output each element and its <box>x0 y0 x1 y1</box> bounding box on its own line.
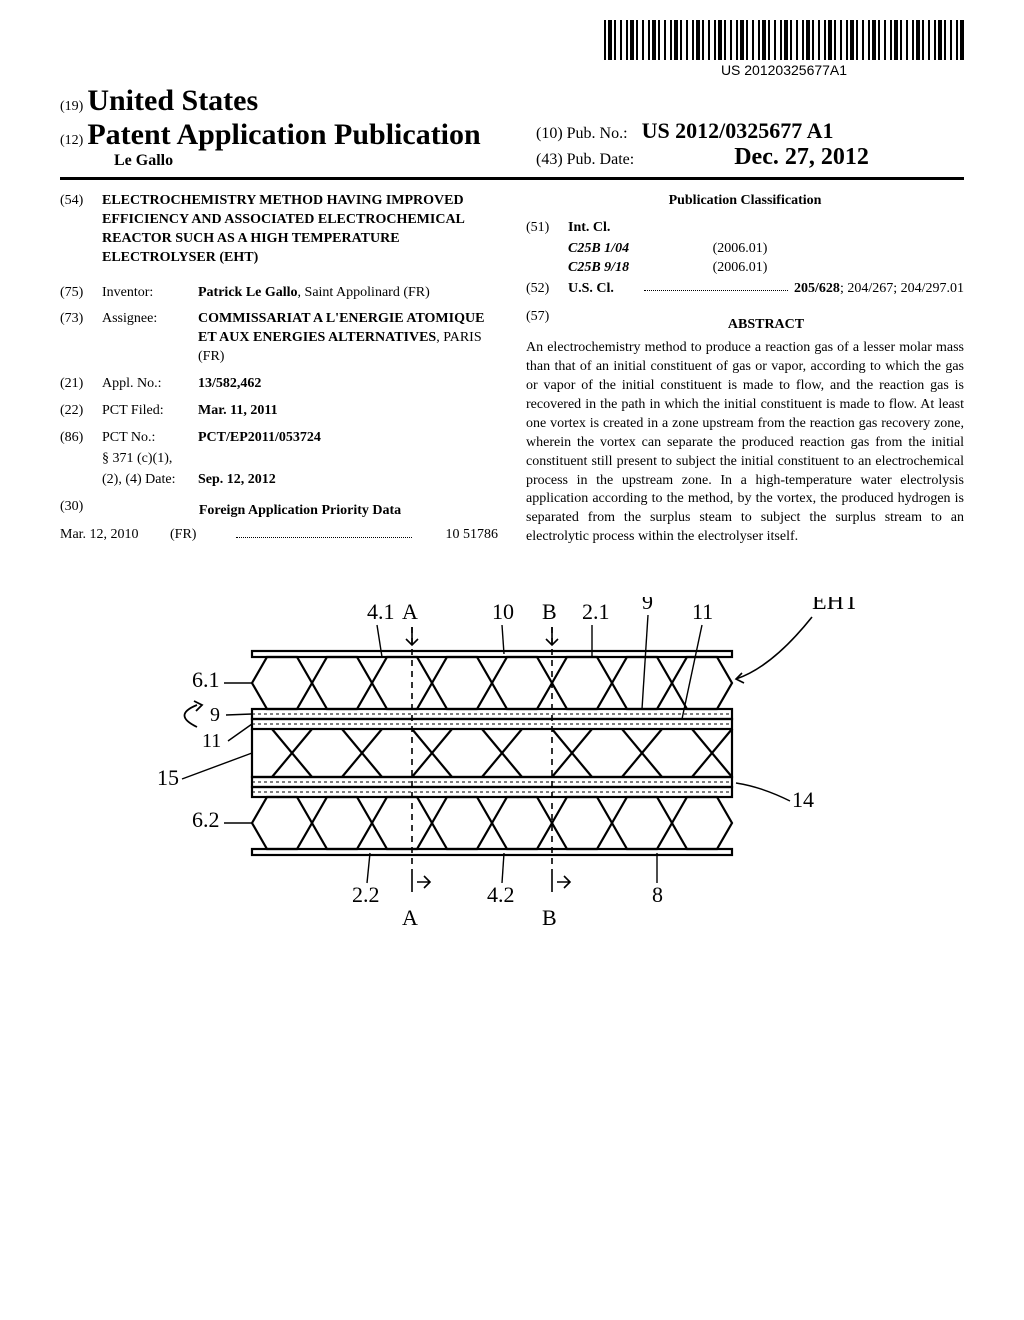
barcode-block: US 20120325677A1 <box>60 20 964 80</box>
code-52: (52) <box>526 280 568 299</box>
dot-leader-icon <box>644 280 788 291</box>
fig-label-a-top: A <box>402 599 418 624</box>
patent-figure: 4.1 A 10 B 2.1 9 11 EHT 6.1 <box>60 597 964 1032</box>
fig-label-2-1: 2.1 <box>582 599 610 624</box>
label-pctno: PCT No.: <box>102 429 198 448</box>
pctfiled-value: Mar. 11, 2011 <box>198 402 498 421</box>
label-pctfiled: PCT Filed: <box>102 402 198 421</box>
applno-value: 13/582,462 <box>198 375 498 394</box>
fig-label-9-left: 9 <box>210 704 220 726</box>
fig-label-b-bot: B <box>542 905 557 930</box>
classification-title: Publication Classification <box>526 192 964 211</box>
code-54: (54) <box>60 192 102 284</box>
code-86: (86) <box>60 429 102 448</box>
code-12: (12) <box>60 133 83 148</box>
code-57: (57) <box>526 308 568 339</box>
priority-title: Foreign Application Priority Data <box>102 502 498 521</box>
abstract-body: An electrochemistry method to produce a … <box>526 339 964 547</box>
invention-title: ELECTROCHEMISTRY METHOD HAVING IMPROVED … <box>102 192 498 268</box>
label-assignee: Assignee: <box>102 310 198 367</box>
s371-line: § 371 (c)(1), <box>60 450 498 469</box>
val-24date: Sep. 12, 2012 <box>198 471 498 490</box>
pub-no-value: US 2012/0325677 A1 <box>642 118 834 143</box>
left-column: (54) ELECTROCHEMISTRY METHOD HAVING IMPR… <box>60 192 498 547</box>
label-24date: (2), (4) Date: <box>102 471 198 490</box>
code-75: (75) <box>60 284 102 303</box>
fig-label-2-2: 2.2 <box>352 882 380 907</box>
code-10: (10) <box>536 125 563 142</box>
code-30: (30) <box>60 498 102 527</box>
header-divider <box>60 177 964 180</box>
uscl-main: 205/628 <box>794 281 840 296</box>
pctno-value: PCT/EP2011/053724 <box>198 429 498 448</box>
intcl-1-year: (2006.01) <box>713 240 768 259</box>
country-name: United States <box>87 84 258 117</box>
code-22: (22) <box>60 402 102 421</box>
fig-label-14: 14 <box>792 787 814 812</box>
fig-label-11: 11 <box>692 599 713 624</box>
pub-no-label: Pub. No.: <box>567 125 628 142</box>
dot-leader-icon <box>236 526 412 537</box>
fig-label-4-1: 4.1 <box>367 599 395 624</box>
right-column: Publication Classification (51) Int. Cl.… <box>526 192 964 547</box>
fig-label-a-bot: A <box>402 905 418 930</box>
code-51: (51) <box>526 219 568 238</box>
barcode-icon <box>604 20 964 60</box>
barcode-number: US 20120325677A1 <box>604 62 964 78</box>
priority-number: 10 51786 <box>418 526 498 545</box>
fig-label-4-2: 4.2 <box>487 882 515 907</box>
label-inventor: Inventor: <box>102 284 198 303</box>
intcl-2: C25B 9/18 <box>568 260 629 275</box>
pub-date-label: Pub. Date: <box>567 151 635 168</box>
label-intcl: Int. Cl. <box>568 219 638 238</box>
header-author: Le Gallo <box>60 152 512 170</box>
pub-date-value: Dec. 27, 2012 <box>734 144 869 170</box>
fig-label-6-2: 6.2 <box>192 807 220 832</box>
code-19: (19) <box>60 99 83 114</box>
publication-type: Patent Application Publication <box>87 118 480 151</box>
uscl-rest: ; 204/267; 204/297.01 <box>840 281 964 296</box>
intcl-1: C25B 1/04 <box>568 241 629 256</box>
code-21: (21) <box>60 375 102 394</box>
inventor-name: Patrick Le Gallo <box>198 285 298 300</box>
fig-label-eht: EHT <box>812 597 859 615</box>
fig-label-8: 8 <box>652 882 663 907</box>
fig-label-11-left: 11 <box>202 730 221 752</box>
fig-label-9: 9 <box>642 597 653 614</box>
priority-date: Mar. 12, 2010 <box>60 526 170 545</box>
fig-label-6-1: 6.1 <box>192 667 220 692</box>
fig-label-b-top: B <box>542 599 557 624</box>
fig-label-15: 15 <box>157 765 179 790</box>
label-applno: Appl. No.: <box>102 375 198 394</box>
fig-label-10: 10 <box>492 599 514 624</box>
code-43: (43) <box>536 151 563 168</box>
label-uscl: U.S. Cl. <box>568 280 638 299</box>
inventor-suffix: , Saint Appolinard (FR) <box>298 285 430 300</box>
priority-country: (FR) <box>170 526 230 545</box>
intcl-2-year: (2006.01) <box>713 259 768 278</box>
abstract-title: ABSTRACT <box>568 316 964 335</box>
code-73: (73) <box>60 310 102 367</box>
